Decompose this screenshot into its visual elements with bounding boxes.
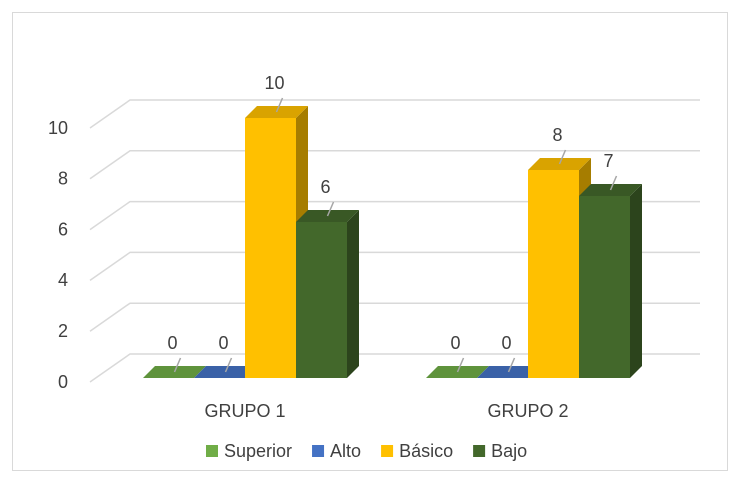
legend-label: Bajo	[491, 441, 527, 461]
leader-line	[326, 201, 335, 217]
data-label: 6	[320, 177, 330, 197]
bar-front	[579, 196, 630, 378]
legend-label: Superior	[224, 441, 292, 461]
leader-line	[224, 357, 233, 373]
legend-label: Básico	[399, 441, 453, 461]
legend-swatch	[206, 445, 218, 457]
legend-swatch	[312, 445, 325, 457]
data-label: 0	[218, 333, 228, 353]
x-tick-label: GRUPO 2	[487, 401, 568, 421]
bar-front	[245, 118, 296, 378]
leader-line	[275, 97, 284, 113]
leader-line	[558, 149, 567, 165]
grid-line	[89, 302, 700, 332]
grid-line	[89, 200, 700, 231]
data-label: 0	[450, 333, 460, 353]
leader-line	[456, 357, 465, 373]
y-tick-label: 0	[58, 372, 68, 392]
grid-line	[89, 251, 700, 282]
y-tick-label: 10	[48, 118, 68, 138]
data-label: 0	[501, 333, 511, 353]
bar-front	[528, 170, 579, 378]
bar-side	[630, 184, 642, 378]
grid-line	[89, 353, 700, 383]
grid-line	[89, 99, 700, 129]
y-tick-label: 8	[58, 169, 68, 189]
leader-line	[173, 357, 182, 373]
bar-front	[296, 222, 347, 378]
data-label: 0	[167, 333, 177, 353]
legend-swatch	[381, 445, 394, 457]
bar-side	[347, 210, 359, 378]
data-label: 8	[552, 125, 562, 145]
data-label: 10	[264, 73, 284, 93]
leader-line	[507, 357, 516, 373]
grid-line	[89, 150, 700, 180]
data-label: 7	[603, 151, 613, 171]
y-tick-label: 2	[58, 321, 68, 341]
legend-swatch	[473, 445, 486, 457]
y-tick-label: 6	[58, 219, 68, 239]
legend-label: Alto	[330, 441, 361, 461]
leader-line	[609, 175, 618, 191]
y-tick-label: 4	[58, 270, 68, 290]
x-tick-label: GRUPO 1	[204, 401, 285, 421]
